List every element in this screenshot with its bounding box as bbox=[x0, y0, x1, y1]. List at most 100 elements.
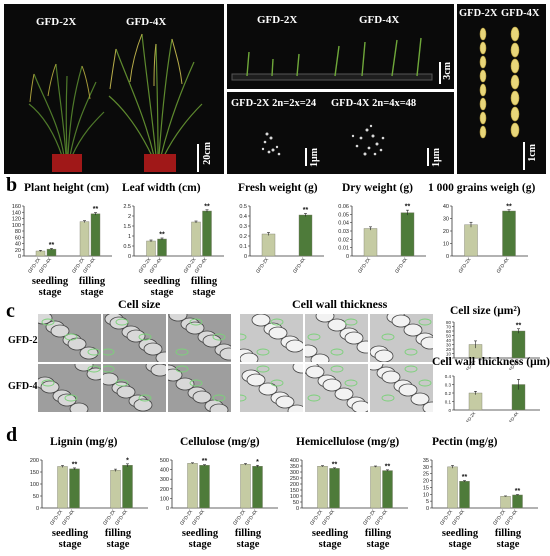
y-tick-label: 0.5 bbox=[239, 204, 247, 210]
cell-outline-highlight bbox=[189, 318, 203, 326]
chromosomes-photo: GFD-2X 2n=2x=24 GFD-4X 2n=4x=48 1μm 1μm bbox=[227, 92, 454, 174]
y-tick-label: 0.4 bbox=[445, 374, 452, 379]
cell-outline-highlight bbox=[240, 333, 247, 341]
stage-label-filling-d3: filling stage bbox=[364, 528, 392, 550]
dry-weight-chart: 0 0.01 0.02 0.03 0.04 0.05 0.06 GFD-2X GFD-4X ** bbox=[338, 204, 426, 275]
micrograph-2x-2 bbox=[103, 314, 166, 362]
y-tick-label: 70 bbox=[446, 325, 452, 330]
y-tick-label: 0.4 bbox=[239, 214, 247, 220]
micrograph-4x-3 bbox=[168, 364, 231, 412]
cell-outline-highlight bbox=[115, 379, 129, 387]
cell-outline-highlight bbox=[175, 348, 189, 356]
cell-outline-highlight bbox=[138, 394, 152, 402]
x-tick-label: GFD-2X bbox=[463, 411, 476, 422]
cell-outline-highlight bbox=[64, 333, 78, 341]
cell-outline-highlight bbox=[175, 365, 189, 373]
rice-plants-illustration bbox=[28, 33, 203, 172]
y-tick-label: 0.01 bbox=[338, 246, 349, 252]
y-tick-label: 0 bbox=[426, 506, 429, 512]
cell-outline-highlight bbox=[330, 365, 344, 373]
bar bbox=[317, 466, 328, 509]
chart-title-leaf-width: Leaf width (cm) bbox=[122, 182, 201, 194]
cell-outline-highlight bbox=[307, 333, 321, 341]
y-tick-label: 5 bbox=[426, 499, 429, 505]
y-tick-label: 0.05 bbox=[338, 212, 349, 218]
micrograph-texture bbox=[370, 364, 433, 412]
significance-mark: ** bbox=[405, 204, 411, 211]
panel-letter-b: b bbox=[6, 174, 18, 196]
significance-mark: ** bbox=[204, 203, 210, 210]
micrograph-texture bbox=[103, 364, 166, 412]
bar bbox=[500, 496, 511, 509]
x-tick-label: GFD-4X bbox=[374, 508, 389, 527]
cell-outline-highlight bbox=[64, 394, 78, 402]
y-tick-label: 35 bbox=[423, 458, 429, 464]
stage-label-filling-d1: filling stage bbox=[104, 528, 132, 550]
cell-shape bbox=[155, 351, 166, 362]
cell-shape bbox=[86, 367, 101, 381]
stage-label-filling-b1: filling stage bbox=[78, 276, 106, 298]
bar bbox=[261, 233, 276, 257]
y-tick-label: 300 bbox=[160, 477, 169, 483]
y-tick-label: 0 bbox=[448, 356, 451, 361]
significance-mark: ** bbox=[332, 461, 338, 468]
significance-mark: ** bbox=[516, 322, 522, 329]
grain-label-4x: GFD-4X bbox=[501, 8, 540, 19]
y-tick-label: 0 bbox=[128, 254, 131, 260]
y-tick-label: 500 bbox=[160, 458, 169, 464]
chromosome-scale-bar-4x bbox=[427, 148, 429, 166]
y-tick-label: 60 bbox=[446, 329, 452, 334]
x-tick-label: GFD-2X bbox=[458, 256, 473, 275]
cell-outline-highlight bbox=[41, 379, 55, 387]
x-tick-label: GFD-2X bbox=[357, 256, 372, 275]
y-tick-label: 100 bbox=[160, 496, 169, 502]
bar bbox=[464, 224, 478, 257]
x-tick-label: GFD-4X bbox=[149, 256, 164, 275]
cell-shape bbox=[356, 340, 368, 354]
chromosome-label-4x: GFD-4X 2n=4x=48 bbox=[331, 98, 417, 109]
cell-outline-highlight bbox=[381, 394, 395, 402]
x-tick-label: GFD-4X bbox=[38, 256, 53, 275]
bar bbox=[110, 470, 121, 509]
stage-label-seedling-d4: seedling stage bbox=[441, 528, 479, 550]
y-tick-label: 0.03 bbox=[338, 229, 349, 235]
cell-shape bbox=[285, 339, 303, 353]
grain-scale-label: 1cm bbox=[527, 144, 538, 162]
cell-outline-highlight bbox=[138, 333, 152, 341]
micrograph-2x-1 bbox=[38, 314, 101, 362]
y-tick-label: 1.5 bbox=[123, 224, 131, 230]
bar bbox=[252, 466, 263, 509]
cell-outline-highlight bbox=[240, 394, 247, 402]
micrograph-4x-4 bbox=[240, 364, 303, 412]
cell-shape bbox=[398, 383, 418, 397]
cell-outline-highlight bbox=[189, 379, 203, 387]
cell-shape bbox=[219, 347, 231, 361]
chromosome-spread-illustration bbox=[261, 124, 385, 156]
significance-mark: ** bbox=[515, 488, 521, 495]
significance-mark: * bbox=[256, 459, 259, 466]
chromosome-scale-bar-2x bbox=[305, 148, 307, 166]
x-tick-label: GFD-4X bbox=[194, 256, 209, 275]
y-tick-label: 20 bbox=[423, 479, 429, 485]
cell-shape bbox=[334, 387, 354, 401]
cell-shape bbox=[168, 314, 188, 322]
y-tick-label: 40 bbox=[443, 204, 449, 210]
bar bbox=[202, 210, 212, 257]
plant-label-4x: GFD-4X bbox=[126, 16, 167, 28]
cell-shape bbox=[310, 353, 330, 362]
y-tick-label: 0.1 bbox=[445, 400, 452, 405]
y-tick-label: 200 bbox=[290, 482, 299, 488]
fresh-weight-chart: 0 0.1 0.2 0.3 0.4 0.5 GFD-2X GFD-4X ** bbox=[239, 204, 324, 275]
panel-letter-c: c bbox=[6, 300, 15, 322]
micrograph-2x-5 bbox=[305, 314, 368, 362]
chart-title-grain-weight: 1 000 grains weigh (g) bbox=[428, 182, 536, 194]
y-tick-label: 0 bbox=[244, 254, 247, 260]
chart-title-hemicellulose: Hemicellulose (mg/g) bbox=[296, 436, 400, 448]
cell-shape bbox=[370, 364, 384, 371]
y-tick-label: 10 bbox=[446, 352, 452, 357]
cell-outline-highlight bbox=[103, 365, 115, 373]
bar bbox=[382, 470, 393, 509]
y-tick-label: 400 bbox=[290, 458, 299, 464]
